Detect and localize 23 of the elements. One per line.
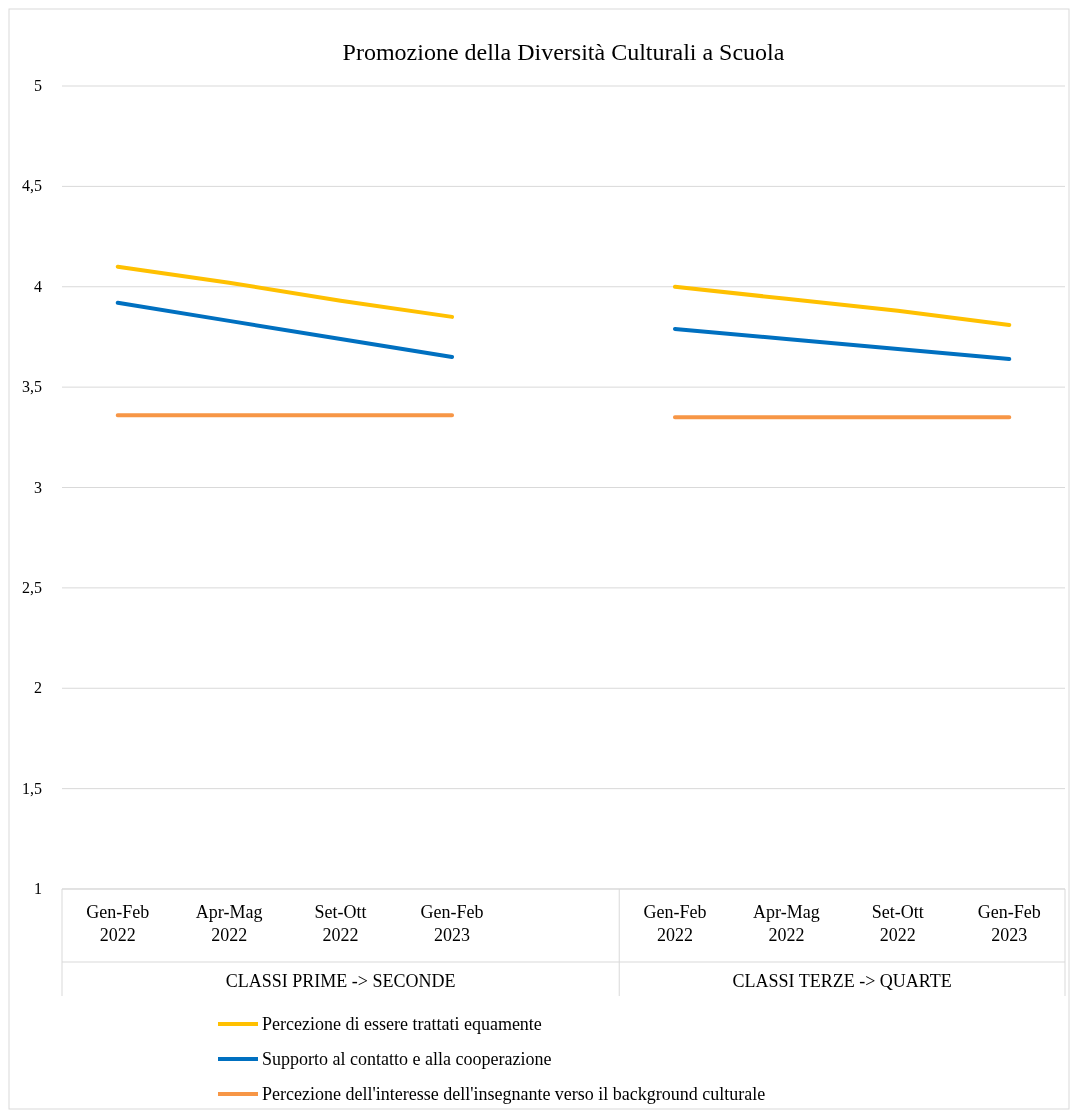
x-tick-label: Apr-Mag 2022	[753, 902, 820, 945]
legend-label: Percezione di essere trattati equamente	[262, 1014, 542, 1034]
text: CLASSI PRIME -> SECONDE	[225, 971, 456, 991]
legend-label: Supporto al contatto e alla cooperazione	[262, 1049, 552, 1069]
x-tick-label: Gen-Feb 2022	[643, 902, 707, 945]
x-tick-label: Set-Ott 2022	[871, 902, 924, 945]
y-tick-label: 1,5	[22, 779, 42, 797]
text: CLASSI TERZE -> QUARTE	[732, 971, 952, 991]
x-tick-label: Gen-Feb 2022	[86, 902, 150, 945]
chart-title: Promozione della Diversità Culturali a Scuola	[342, 39, 785, 65]
x-tick-label: Apr-Mag 2022	[195, 902, 263, 945]
y-tick-label: 3	[34, 478, 42, 496]
y-tick-label: 3,5	[22, 378, 42, 396]
x-tick-label: Set-Ott 2022	[314, 902, 367, 945]
y-tick-label: 4	[34, 277, 42, 295]
x-tick-label: Gen-Feb 2023	[977, 902, 1041, 945]
x-tick-label: Gen-Feb 2023	[420, 902, 484, 945]
y-tick-label: 2,5	[22, 578, 42, 596]
y-tick-label: 1	[34, 880, 42, 897]
legend-label: Percezione dell'interesse dell'insegnante verso il background culturale	[262, 1084, 766, 1104]
y-tick-label: 2	[34, 679, 42, 697]
y-tick-label: 4,5	[22, 177, 42, 195]
y-tick-label: 5	[34, 77, 42, 94]
